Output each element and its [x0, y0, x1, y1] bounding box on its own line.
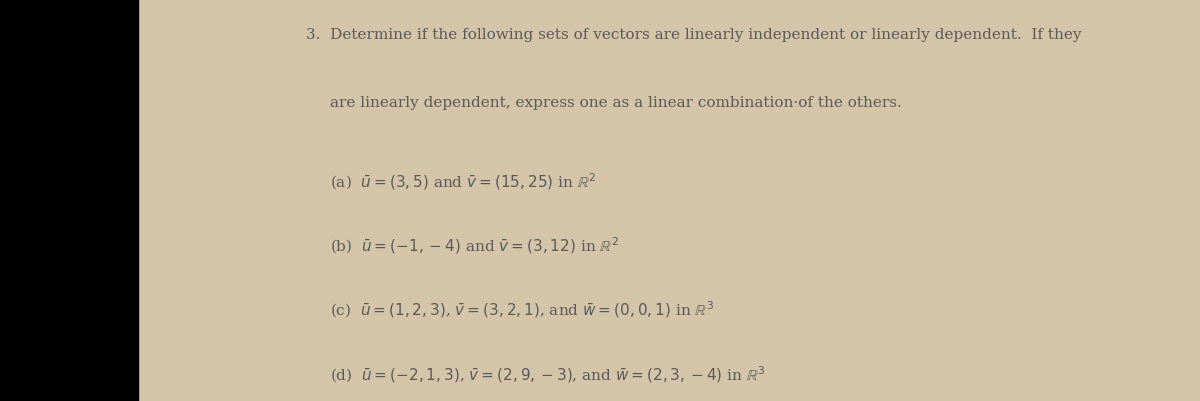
- Bar: [0, 0, 138, 401]
- Text: (c)  $\bar{u}= (1, 2, 3)$, $\bar{v}= (3, 2, 1)$, and $\bar{w}= (0, 0, 1)$ in $\m: (c) $\bar{u}= (1, 2, 3)$, $\bar{v}= (3, …: [330, 299, 714, 319]
- Text: are linearly dependent, express one as a linear combination·of the others.: are linearly dependent, express one as a…: [330, 96, 901, 110]
- Text: (d)  $\bar{u}= (-2, 1, 3)$, $\bar{v}= (2, 9, -3)$, and $\bar{w}= (2, 3, -4)$ in : (d) $\bar{u}= (-2, 1, 3)$, $\bar{v}= (2,…: [330, 363, 766, 383]
- Text: 3.  Determine if the following sets of vectors are linearly independent or linea: 3. Determine if the following sets of ve…: [306, 28, 1081, 42]
- Text: (a)  $\bar{u}= (3, 5)$ and $\bar{v}= (15, 25)$ in $\mathbb{R}^2$: (a) $\bar{u}= (3, 5)$ and $\bar{v}= (15,…: [330, 170, 596, 191]
- Text: (b)  $\bar{u}= (-1, -4)$ and $\bar{v}= (3, 12)$ in $\mathbb{R}^2$: (b) $\bar{u}= (-1, -4)$ and $\bar{v}= (3…: [330, 235, 619, 255]
